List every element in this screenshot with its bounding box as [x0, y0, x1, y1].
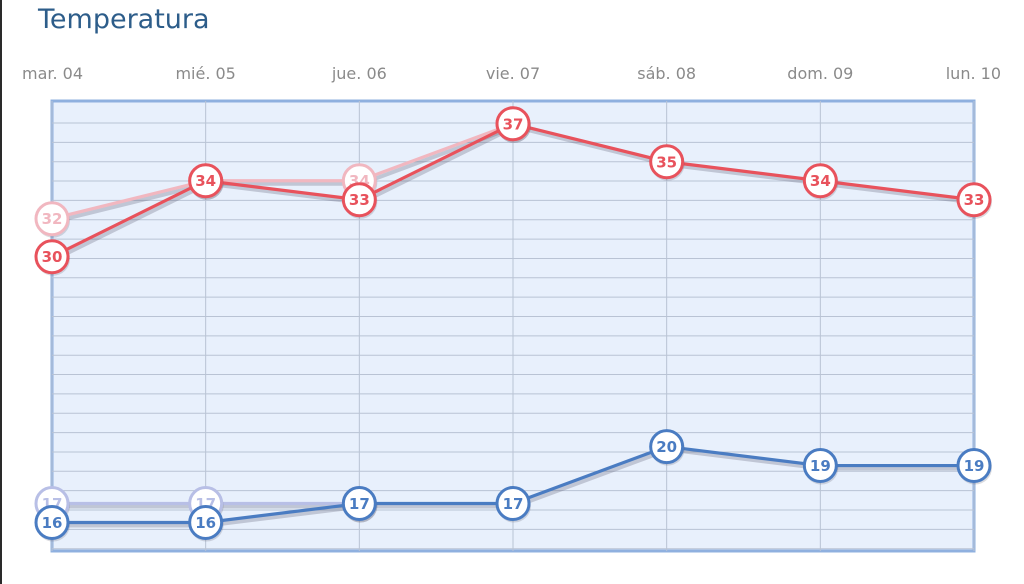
data-point[interactable] — [956, 448, 992, 484]
data-point[interactable] — [341, 486, 377, 522]
data-point[interactable] — [802, 448, 838, 484]
data-point[interactable] — [188, 505, 224, 541]
data-point[interactable] — [649, 429, 685, 465]
x-tick-label: mié. 05 — [175, 64, 235, 83]
x-tick-label: lun. 10 — [946, 64, 1001, 83]
data-point[interactable] — [956, 182, 992, 218]
x-tick-label: sáb. 08 — [637, 64, 696, 83]
data-point[interactable] — [34, 239, 70, 275]
x-tick-label: mar. 04 — [22, 64, 83, 83]
data-label: 17 — [349, 495, 370, 513]
data-label: 16 — [42, 514, 63, 532]
chart-title: Temperatura — [38, 4, 210, 35]
data-point[interactable] — [649, 144, 685, 180]
data-label: 37 — [503, 115, 524, 133]
series-line-shadow — [53, 124, 516, 224]
data-label: 33 — [349, 191, 370, 209]
data-label: 35 — [656, 153, 677, 171]
data-label: 17 — [503, 495, 524, 513]
x-tick-label: dom. 09 — [787, 64, 853, 83]
left-edge-border — [0, 0, 2, 584]
data-label: 19 — [964, 457, 985, 475]
data-point[interactable] — [34, 505, 70, 541]
data-label: 20 — [656, 438, 677, 456]
data-point[interactable] — [34, 201, 70, 237]
series-1: 30 34 33 37 35 34 33 — [34, 106, 992, 276]
data-point[interactable] — [341, 182, 377, 218]
x-tick-label: vie. 07 — [486, 64, 540, 83]
data-point[interactable] — [495, 486, 531, 522]
data-label: 30 — [42, 248, 63, 266]
data-point[interactable] — [495, 106, 531, 142]
data-label: 33 — [964, 191, 985, 209]
data-label: 34 — [810, 172, 831, 190]
data-point[interactable] — [188, 163, 224, 199]
data-label: 34 — [195, 172, 216, 190]
data-label: 19 — [810, 457, 831, 475]
data-label: 16 — [195, 514, 216, 532]
series-3: 16 16 17 17 20 19 19 — [34, 429, 992, 542]
data-label: 32 — [42, 210, 63, 228]
series-line — [51, 122, 514, 221]
x-tick-label: jue. 06 — [331, 64, 387, 83]
data-point[interactable] — [802, 163, 838, 199]
